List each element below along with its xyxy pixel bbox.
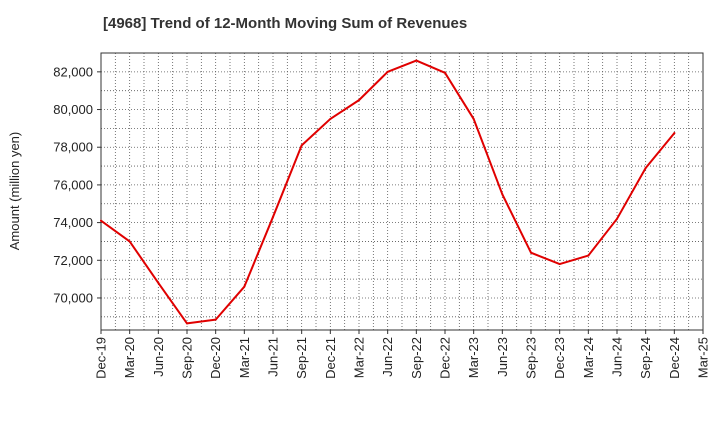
- data-point: [444, 71, 446, 74]
- y-axis-title: Amount (million yen): [7, 132, 22, 251]
- data-point: [214, 318, 217, 321]
- data-point: [587, 254, 590, 257]
- x-tick-label: Sep-24: [638, 337, 653, 379]
- data-point: [673, 132, 676, 135]
- x-tick-label: Mar-25: [696, 337, 711, 378]
- data-point: [300, 144, 303, 147]
- data-point: [644, 166, 647, 169]
- x-tick-label: Dec-20: [208, 337, 223, 379]
- data-point: [243, 285, 246, 288]
- data-point: [530, 251, 532, 254]
- y-axis-ticks: 70,000 72,000 74,000 76,000 78,000 80,000 82,0…: [53, 64, 101, 305]
- x-tick-label: Jun-20: [151, 337, 166, 377]
- y-tick-label: 74,000: [53, 215, 93, 230]
- x-tick-label: Mar-23: [466, 337, 481, 378]
- series-layer: [100, 59, 676, 325]
- x-tick-label: Dec-23: [552, 337, 567, 379]
- data-point: [100, 219, 102, 222]
- y-tick-label: 70,000: [53, 290, 93, 305]
- data-point: [616, 217, 618, 220]
- data-point: [186, 322, 188, 325]
- data-point: [128, 240, 131, 243]
- y-tick-label: 76,000: [53, 177, 93, 192]
- x-tick-label: Jun-21: [266, 337, 281, 377]
- x-tick-label: Jun-23: [495, 337, 510, 377]
- data-point: [472, 117, 475, 120]
- x-tick-label: Jun-24: [610, 337, 625, 377]
- x-tick-label: Sep-23: [524, 337, 539, 379]
- data-point: [415, 59, 418, 62]
- y-tick-label: 80,000: [53, 102, 93, 117]
- y-tick-label: 82,000: [53, 64, 93, 79]
- x-tick-label: Mar-22: [352, 337, 367, 378]
- x-axis-ticks: Dec-19 Mar-20 Jun-20 Sep-20 Dec-20 Mar-21 Jun-…: [94, 330, 711, 379]
- x-tick-label: Dec-24: [667, 337, 682, 379]
- x-tick-label: Sep-21: [294, 337, 309, 379]
- y-tick-label: 72,000: [53, 253, 93, 268]
- data-point: [157, 281, 160, 284]
- data-point: [558, 263, 561, 266]
- chart-title: [4968] Trend of 12-Month Moving Sum of R…: [103, 15, 468, 32]
- x-tick-label: Dec-21: [323, 337, 338, 379]
- data-point: [272, 215, 274, 218]
- x-tick-label: Dec-19: [94, 337, 109, 379]
- data-point: [358, 99, 360, 102]
- x-tick-label: Sep-22: [409, 337, 424, 379]
- grid-lines: [101, 53, 703, 330]
- x-tick-label: Mar-21: [237, 337, 252, 378]
- x-tick-label: Mar-20: [122, 337, 137, 378]
- data-point: [329, 117, 332, 120]
- data-point: [501, 193, 504, 196]
- x-tick-label: Jun-22: [380, 337, 395, 377]
- x-tick-label: Mar-24: [581, 337, 596, 378]
- data-point: [386, 70, 389, 73]
- x-tick-label: Sep-20: [180, 337, 195, 379]
- y-tick-label: 78,000: [53, 140, 93, 155]
- x-tick-label: Dec-22: [438, 337, 453, 379]
- plot-frame: [100, 52, 704, 331]
